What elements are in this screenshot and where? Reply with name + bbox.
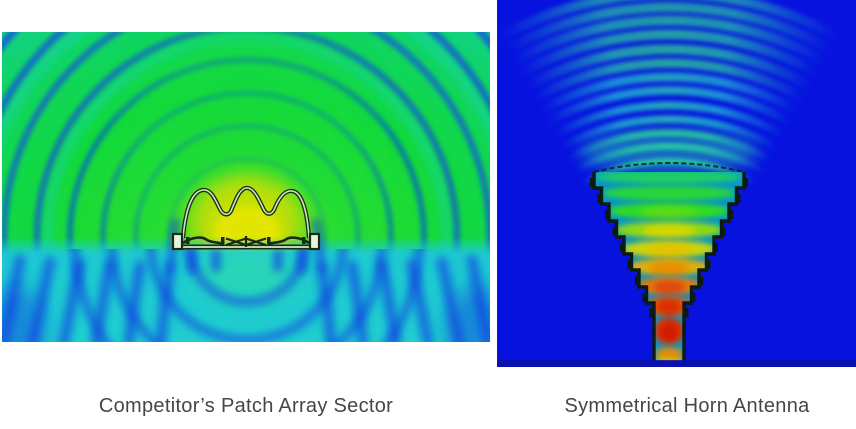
horn-antenna-structure [590, 162, 748, 361]
bottom-boundary-line [497, 360, 856, 367]
plate-end-clip-left [171, 232, 184, 251]
center-feed-bowtie [225, 236, 267, 247]
aperture-glow [581, 130, 757, 174]
radome-cover-inner-line [182, 187, 310, 239]
patch-array-simulation-image [2, 32, 490, 342]
patch-element [267, 237, 271, 244]
horn-interior-field [594, 172, 744, 361]
patch-bracket-right [267, 236, 310, 246]
aperture-phase-front-line [593, 162, 745, 173]
patch-array-simulation-figure [2, 32, 490, 342]
horn-wall-outline [592, 172, 746, 361]
plate-end-clip-right [308, 232, 321, 251]
caption-patch-array: Competitor’s Patch Array Sector [98, 395, 394, 417]
patch-element [221, 237, 225, 244]
patch-array-antenna-structure [171, 185, 321, 251]
mode-band-separators [597, 184, 741, 346]
lower-field-pattern [2, 249, 490, 342]
horn-antenna-simulation-figure [497, 0, 856, 367]
patch-element [302, 237, 306, 244]
patch-element [186, 237, 190, 244]
patch-bracket-left [182, 236, 225, 246]
horn-antenna-simulation-image [497, 0, 856, 367]
corrugation-teeth [590, 178, 748, 318]
caption-horn-antenna: Symmetrical Horn Antenna [564, 395, 810, 417]
